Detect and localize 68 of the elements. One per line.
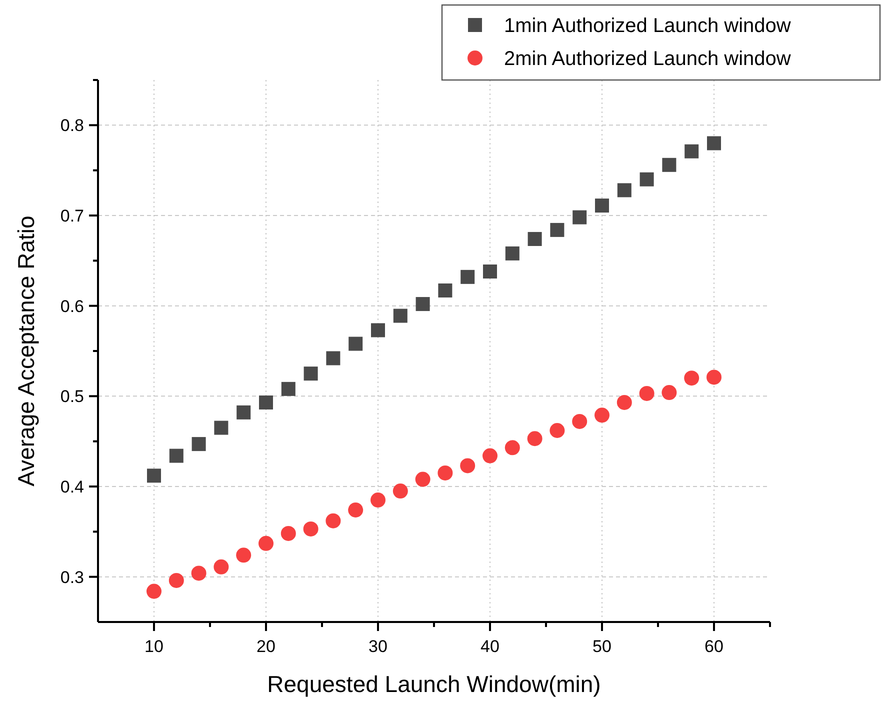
point: [415, 472, 430, 487]
point: [370, 492, 386, 508]
point: [460, 270, 475, 284]
point: [617, 183, 632, 198]
point: [236, 548, 252, 563]
point: [550, 422, 565, 438]
point: [348, 502, 364, 518]
point: [348, 336, 363, 351]
point: [706, 370, 722, 385]
x-tick-label: 20: [256, 637, 276, 656]
point: [169, 448, 184, 463]
point: [304, 366, 318, 381]
point: [326, 351, 340, 366]
y-axis-title: Average Acceptance Ratio: [13, 216, 39, 486]
point: [684, 370, 700, 386]
point: [393, 308, 408, 323]
point: [258, 536, 274, 551]
point: [616, 394, 632, 410]
point: [147, 468, 161, 483]
point: [482, 448, 498, 464]
point: [259, 395, 273, 410]
x-tick-label: 10: [144, 637, 164, 656]
point: [505, 246, 520, 260]
point: [504, 440, 520, 456]
point: [303, 521, 318, 536]
x-tick-label: 40: [480, 637, 500, 656]
point: [392, 484, 408, 499]
point: [191, 566, 206, 581]
x-tick-label: 50: [592, 637, 612, 656]
x-tick-label: 60: [704, 637, 724, 656]
point: [236, 405, 251, 420]
point: [594, 408, 610, 423]
point: [639, 386, 654, 401]
point: [662, 158, 676, 172]
x-tick-label: 30: [368, 637, 388, 656]
y-tick-label: 0.7: [60, 206, 84, 226]
point: [483, 264, 497, 279]
point: [684, 144, 699, 158]
y-tick-label: 0.6: [60, 296, 84, 316]
point: [214, 559, 229, 574]
point: [146, 584, 162, 599]
point: [550, 222, 564, 237]
point: [460, 458, 476, 474]
legend-label: 2min Authorized Launch window: [504, 48, 792, 70]
point: [707, 136, 721, 150]
point: [281, 382, 296, 396]
y-tick-label: 0.4: [60, 478, 84, 496]
x-axis-title: Requested Launch Window(min): [267, 671, 601, 697]
point: [572, 414, 588, 429]
point: [326, 513, 341, 528]
point: [214, 420, 228, 435]
point: [192, 437, 206, 452]
point: [595, 198, 609, 213]
y-tick-label: 0.3: [60, 568, 84, 587]
point: [438, 283, 452, 298]
y-tick-label: 0.5: [60, 387, 84, 406]
point: [416, 297, 430, 312]
point: [662, 385, 677, 400]
y-tick-label: 0.8: [60, 116, 84, 136]
point: [168, 572, 184, 588]
point: [640, 172, 654, 186]
legend-label: 1min Authorized Launch window: [504, 15, 792, 37]
point: [371, 323, 385, 338]
point: [572, 210, 587, 224]
point: [528, 232, 542, 246]
point: [438, 465, 453, 480]
point: [527, 431, 542, 446]
point: [280, 526, 296, 541]
